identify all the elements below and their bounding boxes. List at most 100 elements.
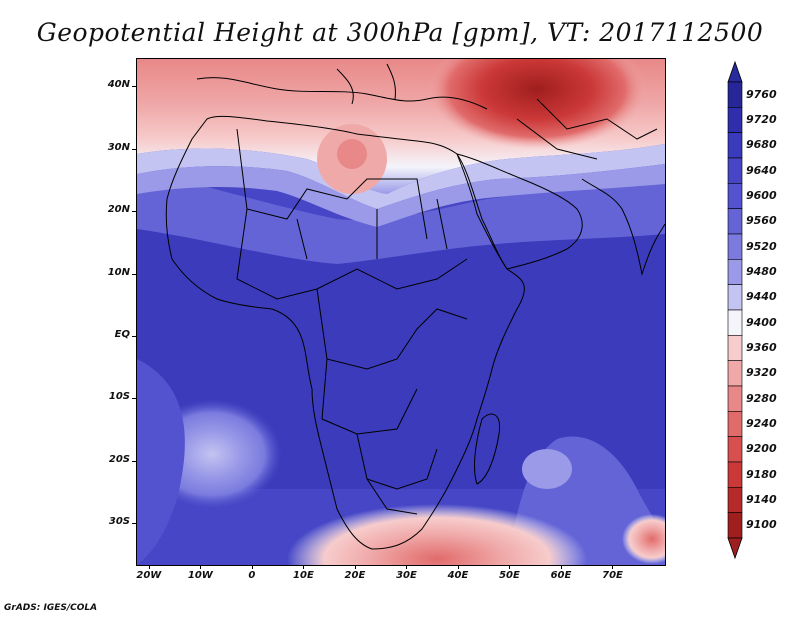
latitude-label: 20N <box>107 204 130 216</box>
latitude-label: 40N <box>107 79 130 91</box>
field-southern-high <box>287 504 587 565</box>
field-northern-edge <box>137 144 665 209</box>
coastlines <box>165 63 665 550</box>
colorbar <box>727 60 743 560</box>
colorbar-level-label: 9520 <box>746 239 777 253</box>
colorbar-segment <box>727 512 743 539</box>
latitude-tick <box>132 523 136 525</box>
colorbar-segment <box>727 436 743 463</box>
colorbar-segment <box>727 360 743 387</box>
longitude-label: 50E <box>499 570 520 581</box>
country-border <box>296 198 448 260</box>
latitude-label: 30S <box>108 516 130 528</box>
latitude-tick <box>132 273 136 275</box>
latitude-tick <box>132 148 136 150</box>
europe-coastline <box>336 63 396 105</box>
longitude-tick <box>509 565 511 569</box>
latitude-tick <box>132 211 136 213</box>
longitude-label: 0 <box>248 570 256 581</box>
longitude-tick <box>251 565 253 569</box>
country-border <box>236 208 468 300</box>
colorbar-bottom-arrow <box>727 537 743 560</box>
colorbar-level-label: 9440 <box>746 290 777 304</box>
latitude-tick <box>132 86 136 88</box>
colorbar-segment <box>727 183 743 209</box>
longitude-label: 70E <box>602 570 623 581</box>
colorbar-level-label: 9200 <box>746 442 777 456</box>
colorbar-segment <box>727 385 743 412</box>
india-coastline <box>581 178 665 276</box>
geopotential-map <box>137 59 665 565</box>
latitude-tick <box>132 398 136 400</box>
arabia-coastline <box>456 153 583 270</box>
colorbar-segment <box>727 81 743 108</box>
colorbar-level-label: 9640 <box>746 163 777 177</box>
field-northern-fade <box>137 164 665 227</box>
longitude-tick <box>560 565 562 569</box>
field-sw-lobe <box>137 359 185 565</box>
longitude-tick <box>457 565 459 569</box>
longitude-tick <box>148 565 150 569</box>
latitude-label: 10N <box>107 266 130 278</box>
latitude-label: 10S <box>108 391 130 403</box>
colorbar-segment <box>727 107 743 133</box>
colorbar-segment <box>727 208 743 235</box>
colorbar-level-label: 9600 <box>746 189 777 202</box>
colorbar-level-label: 9180 <box>746 467 777 481</box>
longitude-tick <box>612 565 614 569</box>
colorbar-segment <box>727 411 743 437</box>
longitude-label: 40E <box>447 570 469 581</box>
longitude-tick <box>200 565 202 569</box>
chart-title: Geopotential Height at 300hPa [gpm], VT:… <box>36 18 764 47</box>
colorbar-segment <box>727 157 743 184</box>
colorbar-level-label: 9480 <box>746 265 777 278</box>
colorbar-level-label: 9680 <box>746 138 777 152</box>
longitude-tick <box>354 565 356 569</box>
grads-credit: GrADS: IGES/COLA <box>4 603 98 613</box>
colorbar-segment <box>727 233 743 260</box>
colorbar-level-label: 9360 <box>746 341 777 354</box>
field-se-high <box>622 514 665 564</box>
latitude-label: 20S <box>108 453 130 465</box>
longitude-label: 20W <box>136 570 162 581</box>
latitude-label: 30N <box>107 141 130 153</box>
colorbar-legend: 9760 9720 9680 9640 9600 9560 9520 9480 9440 9400… <box>700 60 800 560</box>
colorbar-level-label: 9240 <box>746 417 777 430</box>
field-red-maximum <box>427 59 647 149</box>
colorbar-level-label: 9400 <box>746 315 777 329</box>
country-border <box>356 433 438 490</box>
colorbar-level-label: 9760 <box>746 87 777 101</box>
field-sahara-core <box>337 139 367 169</box>
colorbar-level-label: 9280 <box>746 391 777 405</box>
latitude-tick <box>132 460 136 462</box>
country-border <box>516 98 658 160</box>
latitude-tick <box>132 335 136 337</box>
longitude-tick <box>406 565 408 569</box>
colorbar-segment <box>727 132 743 159</box>
colorbar-segment <box>727 284 743 311</box>
colorbar-level-label: 9140 <box>746 493 777 506</box>
colorbar-segment <box>727 487 743 513</box>
colorbar-level-label: 9100 <box>746 518 777 532</box>
map-frame <box>136 58 666 566</box>
longitude-label: 60E <box>550 570 572 581</box>
latitude-label: EQ <box>114 328 130 340</box>
longitude-label: 10E <box>293 570 314 581</box>
longitude-tick <box>303 565 305 569</box>
country-border <box>366 478 418 515</box>
colorbar-segment <box>727 335 743 361</box>
madagascar-coastline <box>474 413 501 485</box>
mediterranean-coastline <box>196 77 488 110</box>
longitude-label: 30E <box>396 570 417 581</box>
colorbar-level-label: 9320 <box>746 366 777 380</box>
colorbar-segment <box>727 461 743 488</box>
colorbar-segment <box>727 309 743 336</box>
field-indian-ocean-light <box>522 449 572 489</box>
africa-coastline <box>165 115 525 550</box>
colorbar-level-label: 9560 <box>746 214 777 228</box>
colorbar-segment <box>727 259 743 285</box>
longitude-label: 10W <box>187 570 213 581</box>
longitude-label: 20E <box>344 570 366 581</box>
colorbar-level-label: 9720 <box>746 113 777 126</box>
